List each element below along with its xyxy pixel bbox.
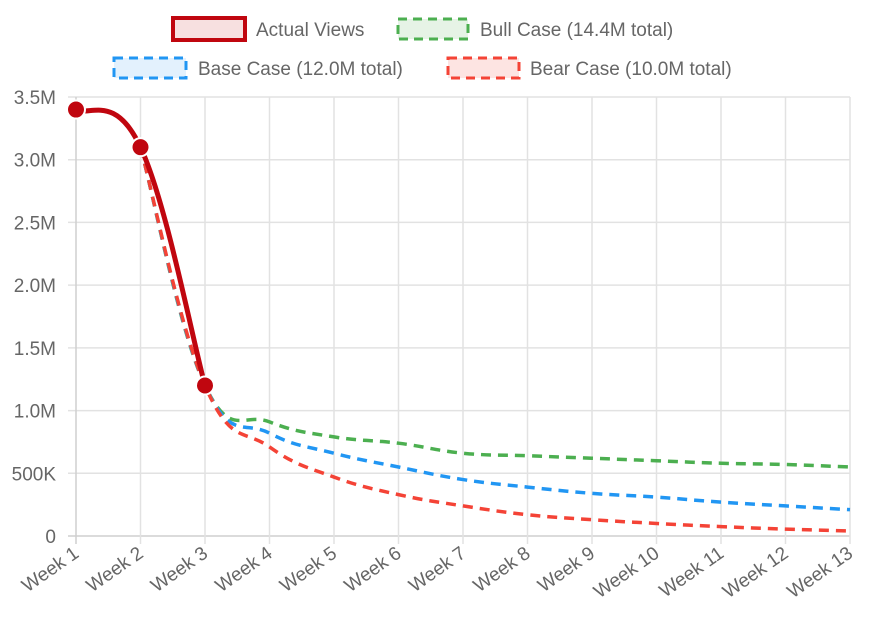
x-tick-label: Week 8 xyxy=(470,543,535,597)
data-point-actual-views[interactable] xyxy=(130,137,151,158)
legend-swatch-bear-case xyxy=(446,56,521,80)
series-line-actual-views xyxy=(74,107,208,387)
legend-label-base-case: Base Case (12.0M total) xyxy=(198,59,403,80)
x-tick-label: Week 2 xyxy=(83,543,148,597)
legend-swatch-bull-case xyxy=(396,17,470,41)
x-tick-label: Week 7 xyxy=(405,543,470,597)
x-tick-label: Week 6 xyxy=(341,543,406,597)
legend: Actual Views Bull Case (14.4M total) Bas… xyxy=(112,16,732,80)
legend-item-base-case[interactable]: Base Case (12.0M total) xyxy=(112,56,403,80)
series-line-bull-case xyxy=(138,146,851,469)
y-tick-label: 3.5M xyxy=(14,88,56,109)
data-point-actual-views[interactable] xyxy=(66,99,86,120)
y-tick-label: 2.0M xyxy=(14,276,56,297)
series-line-base-case xyxy=(138,146,851,512)
y-tick-label: 2.5M xyxy=(14,213,56,234)
legend-swatch-base-case xyxy=(112,56,188,80)
y-tick-label: 3.0M xyxy=(14,151,56,172)
legend-item-bear-case[interactable]: Bear Case (10.0M total) xyxy=(446,56,732,80)
legend-swatch-actual-views xyxy=(171,16,247,42)
x-tick-label: Week 13 xyxy=(784,543,857,603)
x-tick-label: Week 3 xyxy=(147,543,212,597)
x-tick-label: Week 1 xyxy=(18,543,83,597)
y-tick-label: 1.0M xyxy=(14,402,56,423)
grid xyxy=(68,96,851,544)
x-tick-label: Week 5 xyxy=(276,543,341,597)
legend-item-actual-views[interactable]: Actual Views xyxy=(171,16,364,42)
x-tick-label: Week 10 xyxy=(590,543,663,603)
x-tick-label: Week 11 xyxy=(656,543,728,602)
x-axis: Week 1 Week 2 Week 3 Week 4 Week 5 Week 6 Week… xyxy=(18,543,857,603)
legend-item-bull-case[interactable]: Bull Case (14.4M total) xyxy=(396,17,673,41)
series-line-bear-case xyxy=(138,146,851,533)
x-tick-label: Week 12 xyxy=(719,543,792,603)
series-lines xyxy=(66,99,851,533)
y-axis: 0 500K 1.0M 1.5M 2.0M 2.5M 3.0M 3.5M xyxy=(12,88,57,548)
legend-label-bull-case: Bull Case (14.4M total) xyxy=(480,20,673,41)
x-tick-label: Week 4 xyxy=(212,543,277,597)
data-point-actual-views[interactable] xyxy=(195,375,215,396)
x-tick-label: Week 9 xyxy=(534,543,599,597)
y-tick-label: 1.5M xyxy=(14,339,56,360)
legend-label-actual-views: Actual Views xyxy=(256,20,364,41)
legend-label-bear-case: Bear Case (10.0M total) xyxy=(530,59,732,80)
y-tick-label: 0 xyxy=(45,527,56,548)
y-tick-label: 500K xyxy=(12,464,57,485)
